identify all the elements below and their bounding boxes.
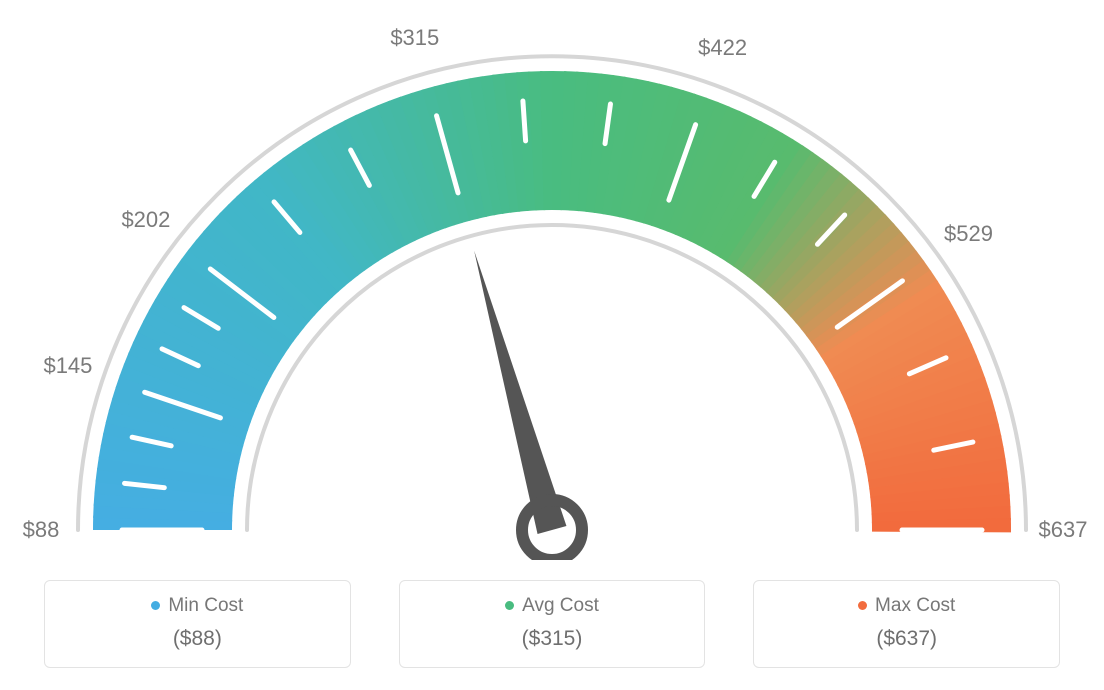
legend-value-avg: ($315) bbox=[410, 627, 695, 651]
legend-card-avg: Avg Cost ($315) bbox=[399, 580, 706, 668]
gauge-area: $88 $145 $202 $315 $422 $529 $637 bbox=[0, 0, 1104, 560]
legend-title-min: Min Cost bbox=[55, 595, 340, 617]
gauge-tick-label: $88 bbox=[23, 517, 60, 543]
gauge-tick-label: $529 bbox=[944, 221, 993, 247]
legend-label-max: Max Cost bbox=[875, 595, 955, 616]
cost-gauge-chart: $88 $145 $202 $315 $422 $529 $637 Min Cost ($88… bbox=[0, 0, 1104, 690]
gauge-svg bbox=[0, 0, 1104, 560]
gauge-tick-label: $202 bbox=[121, 207, 170, 233]
legend-value-min: ($88) bbox=[55, 627, 340, 651]
legend-label-min: Min Cost bbox=[168, 595, 243, 616]
legend-dot-max bbox=[858, 601, 867, 610]
legend-title-avg: Avg Cost bbox=[410, 595, 695, 617]
gauge-tick-label: $315 bbox=[390, 25, 439, 51]
legend-card-min: Min Cost ($88) bbox=[44, 580, 351, 668]
legend-dot-min bbox=[151, 601, 160, 610]
gauge-tick-label: $422 bbox=[698, 35, 747, 61]
gauge-tick-label: $145 bbox=[43, 353, 92, 379]
legend-card-max: Max Cost ($637) bbox=[753, 580, 1060, 668]
legend-label-avg: Avg Cost bbox=[522, 595, 599, 616]
legend-value-max: ($637) bbox=[764, 627, 1049, 651]
legend-row: Min Cost ($88) Avg Cost ($315) Max Cost ($637… bbox=[0, 580, 1104, 668]
gauge-tick-label: $637 bbox=[1039, 517, 1088, 543]
legend-title-max: Max Cost bbox=[764, 595, 1049, 617]
legend-dot-avg bbox=[505, 601, 514, 610]
